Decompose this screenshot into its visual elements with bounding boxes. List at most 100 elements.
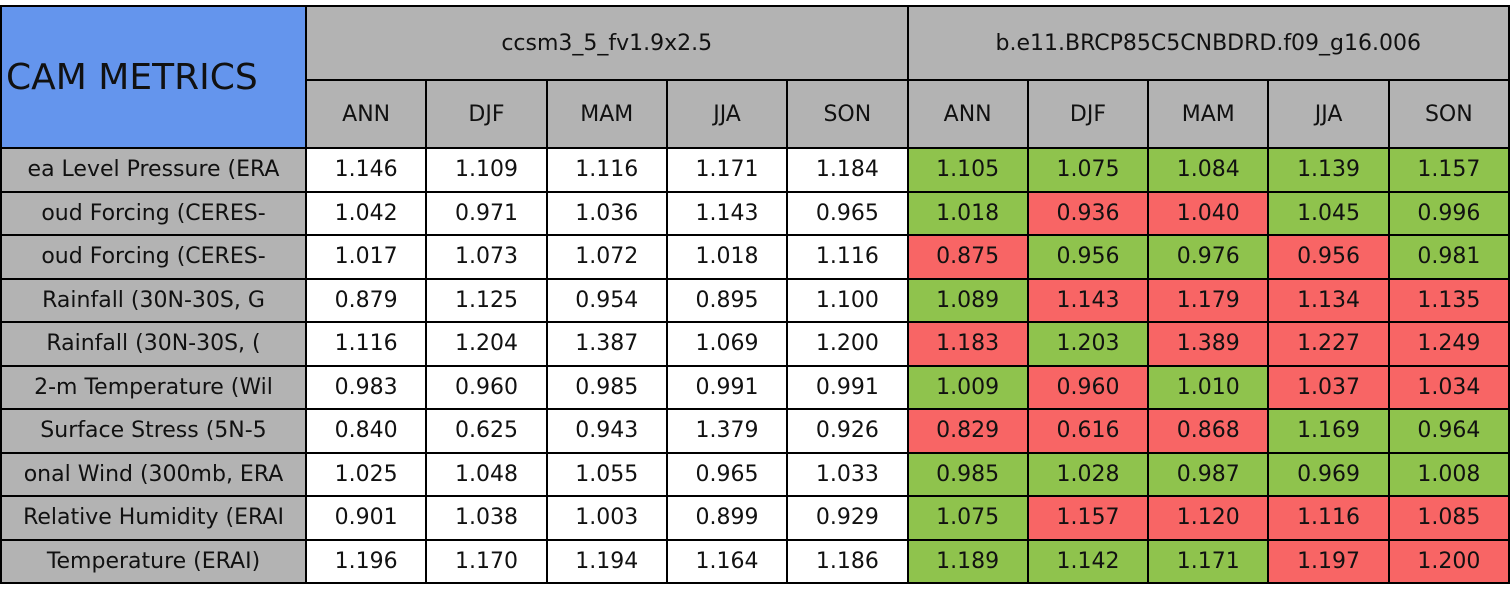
metric-value: 1.109 [425,147,548,193]
metric-value: 0.969 [1267,451,1390,497]
metric-value: 0.895 [665,277,789,323]
metric-value: 1.116 [1267,495,1390,541]
metric-value: 1.073 [425,234,548,280]
season-header: DJF [425,79,548,149]
metric-value: 1.116 [545,147,668,193]
metric-value: 1.170 [425,538,548,584]
metric-label: Temperature (ERAI) [0,538,307,584]
group-header: ccsm3_5_fv1.9x2.5 [305,5,909,81]
metric-row: Relative Humidity (ERAI 0.901 1.038 1.003 0.… [0,495,1510,541]
metric-value: 1.157 [1387,147,1510,193]
metric-value: 0.899 [665,495,789,541]
season-header: SON [1387,79,1510,149]
metric-row: ea Level Pressure (ERA 1.146 1.109 1.116 1.1… [0,147,1510,193]
metric-value: 1.085 [1387,495,1510,541]
metric-value: 1.200 [786,321,909,367]
metric-value: 0.879 [304,277,428,323]
metric-value: 1.186 [786,538,909,584]
table-title: CAM METRICS [0,5,307,149]
metric-value: 1.194 [545,538,668,584]
metric-row: Rainfall (30N-30S, (1.116 1.204 1.387 1.069… [0,321,1510,367]
metric-value: 0.956 [1267,234,1390,280]
metric-value: 1.164 [665,538,789,584]
season-header: DJF [1026,79,1150,149]
metric-value: 0.987 [1147,451,1270,497]
season-header: SON [786,79,909,149]
metric-label: onal Wind (300mb, ERA [0,451,307,497]
metric-value: 1.025 [304,451,428,497]
metric-value: 1.055 [545,451,668,497]
metric-row: Temperature (ERAI) 1.196 1.170 1.194 1.164 1.… [0,538,1510,584]
metric-value: 1.003 [545,495,668,541]
metric-value: 1.197 [1267,538,1390,584]
metric-value: 1.249 [1387,321,1510,367]
metric-value: 1.139 [1267,147,1390,193]
group-header-row: CAM METRICS ccsm3_5_fv1.9x2.5 b.e11.BRCP85… [0,5,1510,149]
metric-value: 1.146 [304,147,428,193]
metric-value: 0.625 [425,408,548,454]
metric-value: 1.203 [1026,321,1150,367]
metric-value: 1.227 [1267,321,1390,367]
metric-value: 0.964 [1387,408,1510,454]
metric-value: 0.965 [665,451,789,497]
metric-value: 1.171 [665,147,789,193]
metric-value: 1.204 [425,321,548,367]
metric-value: 1.038 [425,495,548,541]
metric-value: 1.142 [1026,538,1150,584]
metric-value: 0.976 [1147,234,1270,280]
metric-value: 1.040 [1147,190,1270,236]
metric-value: 0.954 [545,277,668,323]
metric-row: oud Forcing (CERES- 1.042 0.971 1.036 1.143 0… [0,190,1510,236]
metric-value: 1.018 [665,234,789,280]
metric-value: 1.387 [545,321,668,367]
metric-value: 1.157 [1026,495,1150,541]
season-header-row: ANN DJF MAM JJA SON ANN DJF MAM JJA SON [1,79,1510,149]
metric-value: 1.075 [906,495,1029,541]
metric-value: 1.072 [545,234,668,280]
metric-value: 0.943 [545,408,668,454]
metric-label: 2-m Temperature (Wil [0,364,307,410]
metric-value: 1.075 [1026,147,1150,193]
metric-value: 1.018 [906,190,1029,236]
metric-value: 0.616 [1026,408,1150,454]
metric-value: 0.985 [545,364,668,410]
metric-value: 0.936 [1026,190,1150,236]
metric-value: 1.379 [665,408,789,454]
metric-value: 1.045 [1267,190,1390,236]
metric-value: 1.184 [786,147,909,193]
season-header: JJA [665,79,789,149]
metric-row: 2-m Temperature (Wil 0.983 0.960 0.985 0.991… [0,364,1510,410]
metric-value: 1.116 [786,234,909,280]
metric-value: 0.971 [425,190,548,236]
metric-value: 0.991 [786,364,909,410]
metric-value: 1.189 [906,538,1029,584]
metric-value: 1.084 [1147,147,1270,193]
metric-label: Relative Humidity (ERAI [0,495,307,541]
metric-row: Rainfall (30N-30S, G 0.879 1.125 0.954 0.895… [0,277,1510,323]
metric-label: oud Forcing (CERES- [0,234,307,280]
metric-value: 1.116 [304,321,428,367]
metric-value: 1.389 [1147,321,1270,367]
metric-value: 1.048 [425,451,548,497]
metric-value: 1.135 [1387,277,1510,323]
metric-value: 1.009 [906,364,1029,410]
metric-value: 0.960 [425,364,548,410]
metric-row: onal Wind (300mb, ERA 1.025 1.048 1.055 0.96… [0,451,1510,497]
season-header: ANN [304,79,428,149]
metric-value: 0.829 [906,408,1029,454]
metric-value: 1.120 [1147,495,1270,541]
metric-value: 0.965 [786,190,909,236]
metric-value: 1.034 [1387,364,1510,410]
metric-value: 0.840 [304,408,428,454]
metric-value: 1.028 [1026,451,1150,497]
metric-value: 0.960 [1026,364,1150,410]
metric-value: 0.983 [304,364,428,410]
group-header: b.e11.BRCP85C5CNBDRD.f09_g16.006 [906,5,1510,81]
metric-value: 1.183 [906,321,1029,367]
metric-label: Rainfall (30N-30S, G [0,277,307,323]
metric-value: 0.956 [1026,234,1150,280]
metric-label: Rainfall (30N-30S, ( [0,321,307,367]
metric-value: 0.868 [1147,408,1270,454]
metric-label: Surface Stress (5N-5 [0,408,307,454]
